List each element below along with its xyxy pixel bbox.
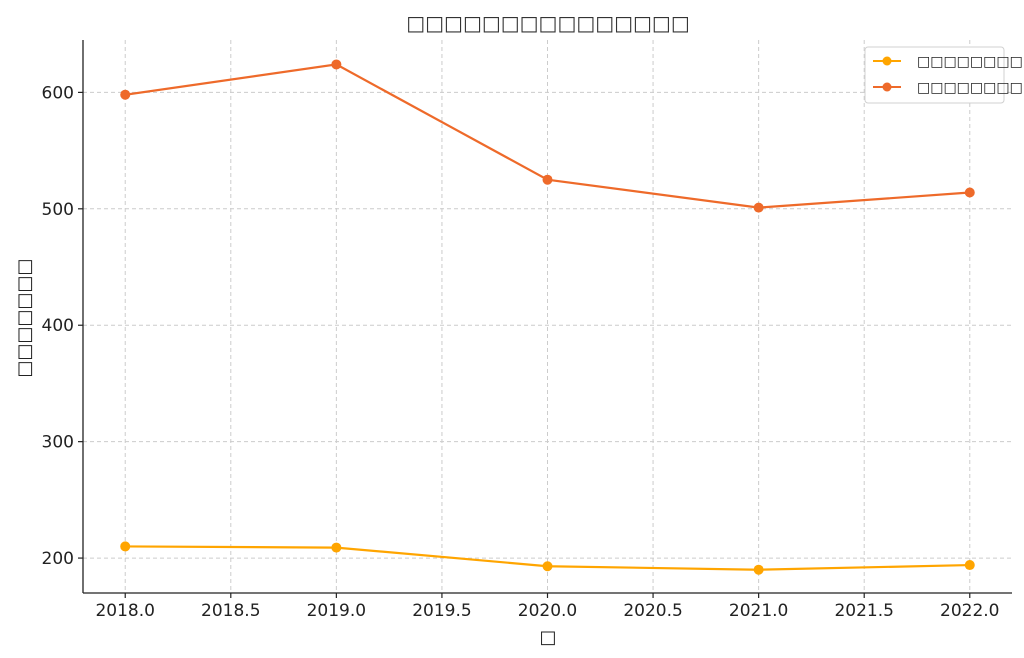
series-1-point [753,564,764,575]
x-tick-label: 2018.0 [95,601,154,621]
legend-marker-series-2 [882,82,892,92]
series-2-point [542,174,553,185]
series-1-point [964,560,975,571]
y-axis-ticks: 200 300 400 500 600 [42,83,83,569]
chart-title: □□□□□□□□□□□□□□□ [406,11,689,35]
series-2-point [120,89,131,100]
x-axis-ticks: 2018.0 2018.5 2019.0 2019.5 2020.0 2020.5 2021… [95,593,1000,621]
legend-label-series-2: □□□□□□□□□ [917,80,1024,96]
x-tick-label: 2018.5 [201,601,260,621]
series-2-point [964,187,975,198]
series-2 [120,59,975,213]
legend-marker-series-1 [882,56,892,66]
y-axis-label: □□□□□□□ [14,258,35,377]
series-2-point [753,202,764,213]
x-axis-label: □ [539,627,556,648]
legend-label-series-1: □□□□□□□□□ [917,54,1024,70]
series-2-point [331,59,342,70]
grid-lines [83,40,1012,593]
series-layer [120,59,975,575]
legend: □□□□□□□□□ □□□□□□□□□ [864,46,1024,104]
y-tick-label: 600 [42,83,74,103]
x-tick-label: 2022.0 [940,601,999,621]
x-tick-label: 2021.0 [729,601,788,621]
y-tick-label: 400 [42,316,74,336]
x-tick-label: 2021.5 [834,601,893,621]
x-tick-label: 2020.0 [518,601,577,621]
y-tick-label: 300 [42,433,74,453]
x-tick-label: 2019.5 [412,601,471,621]
x-tick-label: 2020.5 [623,601,682,621]
series-1 [120,541,975,575]
series-1-point [331,542,342,553]
x-tick-label: 2019.0 [307,601,366,621]
y-tick-label: 500 [42,200,74,220]
series-1-point [542,561,553,572]
y-tick-label: 200 [42,549,74,569]
series-1-point [120,541,131,552]
